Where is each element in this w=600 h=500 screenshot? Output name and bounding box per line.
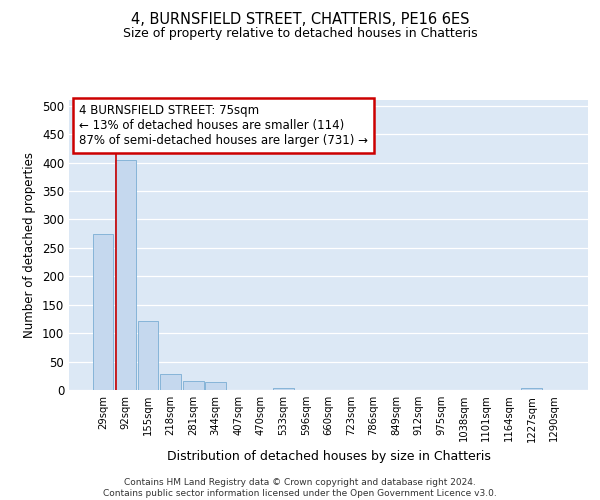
Bar	[160, 374, 181, 390]
Text: Contains HM Land Registry data © Crown copyright and database right 2024.
Contai: Contains HM Land Registry data © Crown c…	[103, 478, 497, 498]
Bar	[137, 320, 158, 390]
Bar	[183, 381, 203, 390]
Bar	[205, 382, 226, 390]
Text: 4, BURNSFIELD STREET, CHATTERIS, PE16 6ES: 4, BURNSFIELD STREET, CHATTERIS, PE16 6E…	[131, 12, 469, 28]
Text: Size of property relative to detached houses in Chatteris: Size of property relative to detached ho…	[122, 28, 478, 40]
Bar	[273, 388, 294, 390]
Bar	[521, 388, 542, 390]
Bar	[92, 234, 113, 390]
Bar	[115, 160, 136, 390]
Y-axis label: Number of detached properties: Number of detached properties	[23, 152, 37, 338]
X-axis label: Distribution of detached houses by size in Chatteris: Distribution of detached houses by size …	[167, 450, 490, 463]
Text: 4 BURNSFIELD STREET: 75sqm
← 13% of detached houses are smaller (114)
87% of sem: 4 BURNSFIELD STREET: 75sqm ← 13% of deta…	[79, 104, 368, 148]
